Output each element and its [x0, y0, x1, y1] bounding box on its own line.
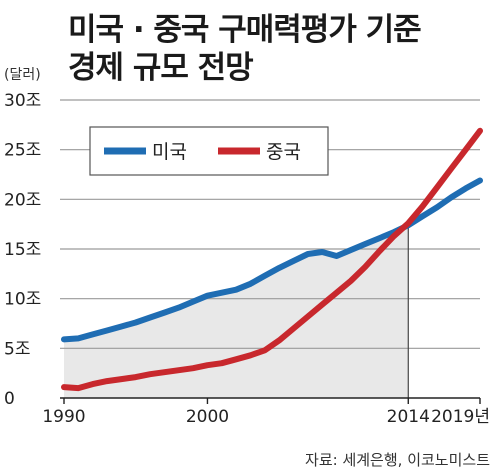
x-tick-label: 2019년 [431, 407, 490, 427]
legend: 미국 중국 [89, 126, 329, 176]
legend-label: 중국 [266, 141, 301, 163]
projection-area-group [64, 225, 409, 398]
source-note: 자료: 세계은행, 이코노미스트 [305, 451, 490, 469]
x-tick-label: 1990 [42, 407, 85, 427]
x-tick-label: 2014 [387, 407, 430, 427]
y-tick-label: 5조 [4, 339, 30, 359]
y-unit-label: (달러) [4, 67, 41, 83]
y-tick-label: 30조 [4, 91, 41, 111]
y-tick-label: 25조 [4, 141, 41, 161]
chart-title-line-2: 경제 규모 전망 [68, 50, 254, 86]
y-tick-label: 15조 [4, 240, 41, 260]
axes: 0 5조 10조 15조 20조 25조 30조 1990 2000 2014 2019년 [4, 91, 490, 427]
historical-shaded-area [64, 225, 409, 398]
series-line-china [61, 127, 483, 392]
series-lines [61, 127, 483, 392]
chart-title-line-1: 미국 · 중국 구매력평가 기준 [68, 12, 422, 48]
y-tick-label: 10조 [4, 290, 41, 310]
y-tick-label: 20조 [4, 190, 41, 210]
gridlines [60, 99, 480, 398]
y-tick-label: 0 [4, 389, 15, 409]
legend-label: 미국 [152, 141, 187, 163]
x-tick-label: 2000 [186, 407, 229, 427]
